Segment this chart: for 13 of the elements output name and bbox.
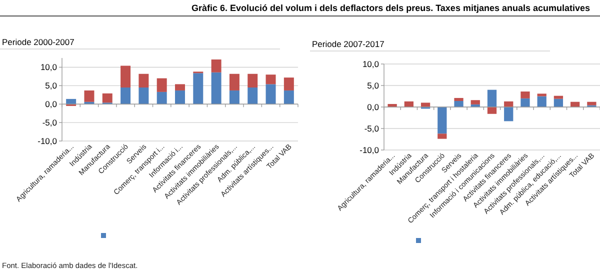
y-tick-label: -10,0 — [38, 136, 58, 146]
y-tick-label: -5,0 — [364, 123, 380, 134]
y-tick-label: 5,0 — [45, 80, 58, 91]
chart-subtitle: Periode 2000-2007 — [2, 37, 75, 47]
y-tick-label: 10,0 — [362, 58, 380, 69]
text: Gràfic 6. Evolució del volum i dels deflactors dels preus. Taxes mitjanes anuals acumulatives — [192, 3, 590, 13]
y-tick-label: 0,0 — [45, 99, 58, 110]
y-tick-label: 10,0 — [40, 62, 58, 72]
y-tick-label: -10,0 — [360, 144, 380, 155]
y-tick-label: -5,0 — [42, 118, 58, 128]
chart-title: Periode 2007-2017 — [312, 39, 385, 49]
y-tick-label: 0,0 — [367, 102, 380, 112]
y-tick-label: 5,0 — [367, 80, 380, 90]
